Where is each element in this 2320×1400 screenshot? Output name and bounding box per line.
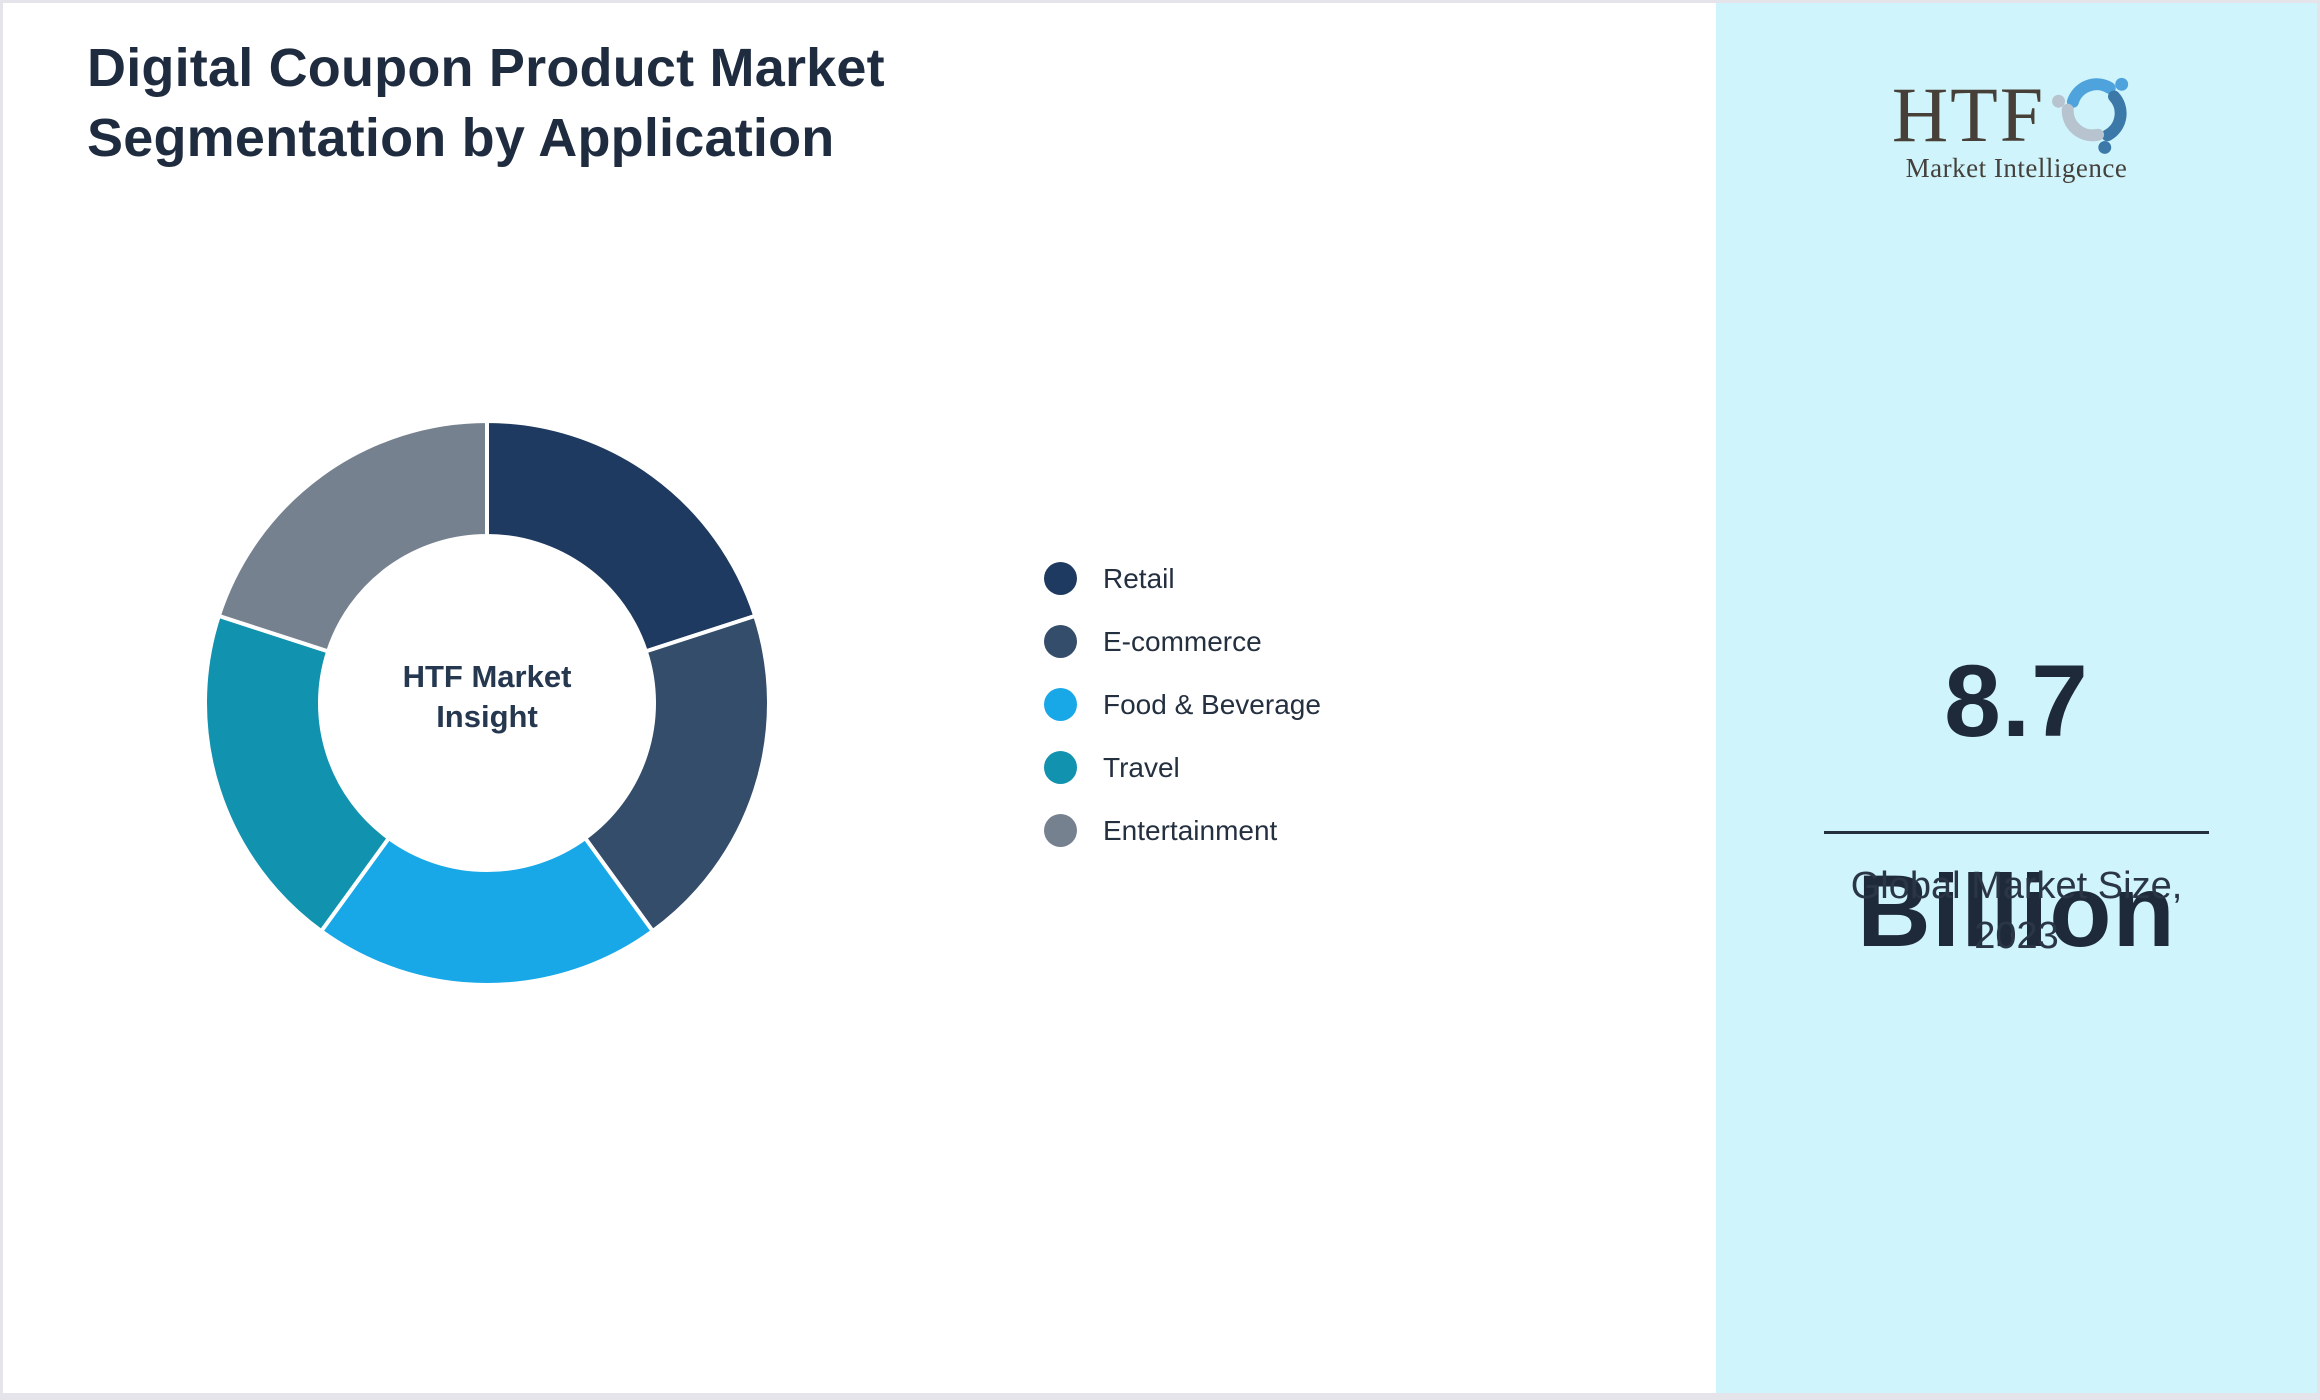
- legend-label: Retail: [1103, 562, 1175, 594]
- market-size-unit: Billion: [1857, 854, 2176, 969]
- legend-item: Retail: [1044, 562, 1321, 595]
- legend-item: Travel: [1044, 751, 1321, 784]
- legend-item: Food & Beverage: [1044, 688, 1321, 721]
- legend-item: Entertainment: [1044, 814, 1321, 847]
- donut-chart: HTF Market Insight: [202, 418, 772, 988]
- donut-chart-svg: [203, 418, 771, 987]
- market-size-number: 8.7: [1944, 644, 2089, 759]
- htf-logo-top: HTF: [1892, 73, 2141, 157]
- legend-label: E-commerce: [1103, 625, 1262, 657]
- htf-logo-subtext: Market Intelligence: [1905, 153, 2128, 183]
- market-size-caption: Global Market Size, 2023: [1850, 865, 2183, 958]
- legend-label: Travel: [1103, 751, 1180, 783]
- sidebar-divider: [1824, 831, 2209, 834]
- legend-label: Food & Beverage: [1103, 688, 1321, 720]
- market-size-value: 8.7 Billion: [1716, 544, 2317, 1069]
- donut-slice-food-beverage: [318, 835, 656, 987]
- legend-swatch-icon: [1044, 625, 1077, 658]
- donut-slice-entertainment: [216, 418, 489, 654]
- donut-slice-retail: [485, 418, 758, 654]
- donut-center-label: HTF Market Insight: [402, 658, 572, 734]
- legend-swatch-icon: [1044, 751, 1077, 784]
- legend-swatch-icon: [1044, 814, 1077, 847]
- htf-logo-text: HTF: [1891, 71, 2046, 158]
- htf-logo-swirl-icon: [2052, 77, 2129, 154]
- legend-swatch-icon: [1044, 562, 1077, 595]
- legend-item: E-commerce: [1044, 625, 1321, 658]
- chart-legend: Retail E-commerce Food & Beverage Travel Ent…: [1044, 562, 1321, 847]
- donut-slice-e-commerce: [582, 613, 771, 934]
- sidebar: HTF Market Intelligence: [1716, 3, 2317, 1393]
- htf-logo: HTF Market Intelligence: [1716, 73, 2317, 184]
- donut-slice-travel: [203, 613, 392, 934]
- page-title: Digital Coupon Product Market Segmentati…: [87, 38, 885, 169]
- legend-label: Entertainment: [1103, 814, 1278, 846]
- legend-swatch-icon: [1044, 688, 1077, 721]
